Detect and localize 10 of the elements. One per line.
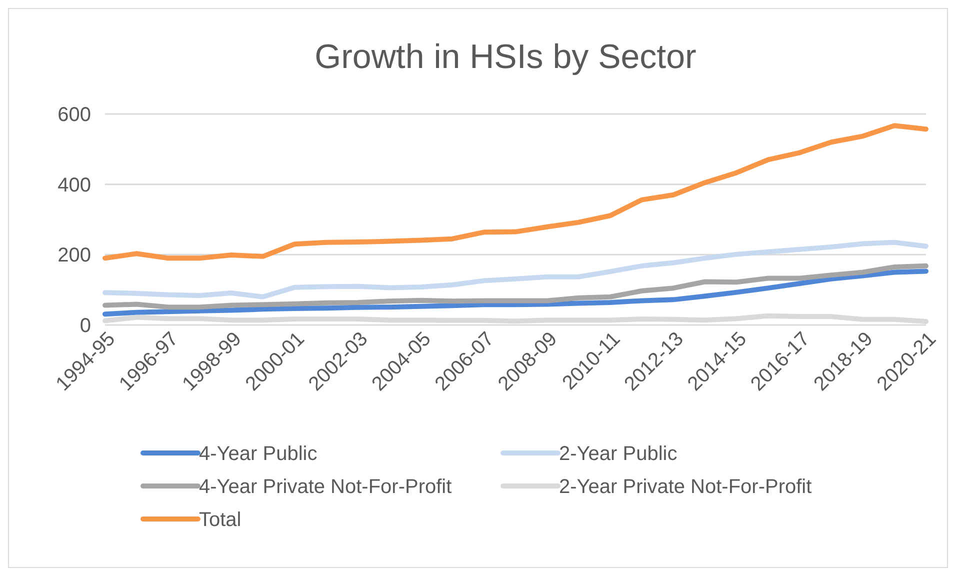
y-tick-label: 200 bbox=[58, 244, 91, 267]
legend-label: 2-Year Public bbox=[559, 443, 678, 465]
y-tick-label: 400 bbox=[58, 174, 91, 196]
legend-label: 2-Year Private Not-For-Profit bbox=[559, 476, 812, 498]
chart-title: Growth in HSIs by Sector bbox=[314, 38, 696, 76]
legend-label: 4-Year Private Not-For-Profit bbox=[199, 476, 452, 498]
y-tick-label: 0 bbox=[80, 315, 91, 337]
legend-label: Total bbox=[199, 509, 242, 531]
y-tick-label: 600 bbox=[58, 104, 91, 126]
legend-label: 4-Year Public bbox=[199, 443, 318, 465]
